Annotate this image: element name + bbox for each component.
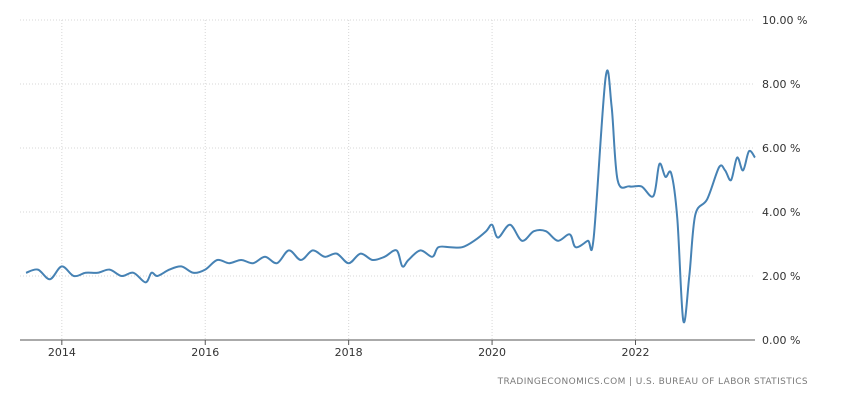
data-point (473, 240, 475, 242)
data-point (407, 259, 409, 261)
data-point (569, 233, 571, 235)
data-point (97, 272, 99, 274)
x-tick-label: 2016 (191, 346, 219, 359)
data-point (401, 265, 403, 267)
data-point (228, 262, 230, 264)
data-point (144, 281, 146, 283)
data-point (180, 265, 182, 267)
y-tick-label: 0.00 % (762, 334, 800, 347)
data-point (688, 275, 690, 277)
data-point (360, 253, 362, 255)
data-point (617, 179, 619, 181)
data-point (754, 157, 756, 159)
data-point (324, 256, 326, 258)
series-line (25, 69, 756, 324)
data-point (61, 265, 63, 267)
y-tick-label: 8.00 % (762, 78, 800, 91)
data-point (491, 224, 493, 226)
data-point (348, 262, 350, 264)
data-point (49, 278, 51, 280)
data-point (605, 77, 607, 79)
data-point (37, 269, 39, 271)
data-point (694, 214, 696, 216)
data-point (730, 179, 732, 181)
data-point (437, 246, 439, 248)
x-tick-label: 2022 (621, 346, 649, 359)
data-point (133, 272, 135, 274)
data-point (670, 173, 672, 175)
data-point (419, 249, 421, 251)
data-point (509, 224, 511, 226)
data-point (312, 249, 314, 251)
data-point (73, 275, 75, 277)
data-point (449, 246, 451, 248)
y-tick-label: 6.00 % (762, 142, 800, 155)
data-point (336, 253, 338, 255)
data-point (216, 259, 218, 261)
y-tick-label: 10.00 % (762, 14, 807, 27)
source-attribution: TRADINGECONOMICS.COM | U.S. BUREAU OF LA… (497, 377, 808, 387)
data-point (545, 230, 547, 232)
data-point (658, 163, 660, 165)
data-point (736, 157, 738, 159)
data-point (587, 240, 589, 242)
data-point (252, 262, 254, 264)
data-point (706, 198, 708, 200)
data-point (121, 275, 123, 277)
data-point (156, 275, 158, 277)
data-point (557, 240, 559, 242)
data-point (240, 259, 242, 261)
data-point (640, 185, 642, 187)
data-point (676, 217, 678, 219)
x-tick-label: 2014 (48, 346, 76, 359)
data-point (150, 272, 152, 274)
data-point (204, 269, 206, 271)
data-point (718, 166, 720, 168)
data-point (431, 256, 433, 258)
data-point (384, 256, 386, 258)
data-point (533, 230, 535, 232)
data-point (497, 237, 499, 239)
data-point (593, 237, 595, 239)
data-point (372, 259, 374, 261)
data-point (575, 246, 577, 248)
data-point (192, 272, 194, 274)
data-point (664, 176, 666, 178)
data-point (276, 262, 278, 264)
y-tick-label: 2.00 % (762, 270, 800, 283)
data-point (629, 185, 631, 187)
data-point (168, 269, 170, 271)
data-point (742, 169, 744, 171)
data-point (300, 259, 302, 261)
data-point (611, 105, 613, 107)
y-tick-label: 4.00 % (762, 206, 800, 219)
data-point (85, 272, 87, 274)
data-point (485, 230, 487, 232)
data-point (724, 169, 726, 171)
data-point (461, 246, 463, 248)
data-point (682, 320, 684, 322)
data-point (521, 240, 523, 242)
data-point (288, 249, 290, 251)
x-tick-label: 2020 (478, 346, 506, 359)
data-point (264, 256, 266, 258)
data-point (395, 249, 397, 251)
data-point (748, 150, 750, 152)
data-point (25, 272, 27, 274)
x-tick-label: 2018 (335, 346, 363, 359)
data-point (109, 269, 111, 271)
data-point (652, 195, 654, 197)
